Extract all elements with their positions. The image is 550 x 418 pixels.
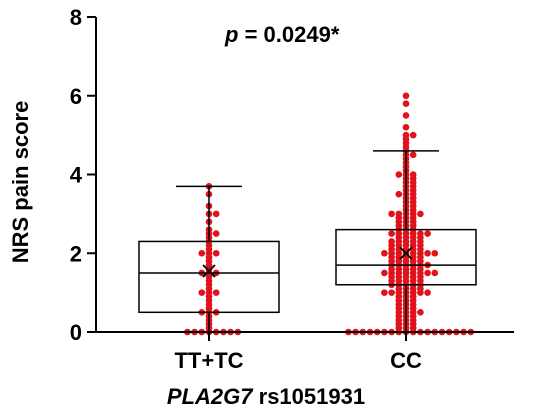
data-point	[402, 112, 410, 119]
data-point	[381, 269, 388, 277]
boxes-layer	[138, 150, 477, 333]
data-point	[431, 249, 439, 257]
data-point	[417, 210, 424, 218]
data-point	[388, 289, 395, 296]
data-point	[212, 230, 220, 237]
data-point	[417, 230, 424, 237]
data-point	[212, 289, 220, 296]
iqr-box	[335, 228, 477, 286]
data-point	[395, 210, 403, 218]
x-axis-label-snp: rs1051931	[253, 384, 366, 409]
data-point	[212, 249, 220, 257]
points-layer	[184, 92, 475, 336]
data-point	[198, 289, 206, 296]
ticks-layer: 0 2 4 6 8 TT+TC CC	[70, 5, 422, 373]
data-point	[402, 92, 410, 100]
x-category-label: CC	[390, 348, 422, 373]
data-point	[409, 171, 417, 178]
x-axis-label-gene: PLA2G7	[167, 384, 254, 409]
data-point	[388, 238, 395, 245]
p-value-text: = 0.0249*	[238, 22, 339, 47]
data-point	[388, 230, 395, 237]
mean-marker	[399, 246, 413, 260]
data-point	[212, 210, 220, 218]
data-point	[381, 249, 388, 257]
mean-marker	[202, 264, 216, 278]
y-tick-label: 8	[70, 5, 82, 30]
p-value-symbol: p	[224, 22, 238, 47]
data-point	[431, 269, 439, 277]
y-axis-label: NRS pain score	[8, 101, 33, 264]
p-value-annotation: p = 0.0249*	[224, 22, 340, 47]
data-point	[381, 289, 388, 296]
data-point	[198, 249, 206, 257]
data-point	[417, 309, 424, 316]
data-point	[388, 210, 395, 218]
data-point	[402, 123, 410, 131]
data-point	[409, 131, 417, 139]
data-point	[424, 289, 431, 296]
y-tick-label: 2	[70, 241, 82, 266]
data-point	[395, 171, 403, 178]
data-point	[424, 249, 431, 257]
x-axis-label: PLA2G7 rs1051931	[167, 384, 365, 409]
data-point	[409, 151, 417, 159]
x-category-label: TT+TC	[174, 348, 243, 373]
y-tick-label: 4	[70, 163, 83, 188]
y-tick-label: 6	[70, 84, 82, 109]
data-point	[402, 100, 410, 107]
data-point	[395, 190, 403, 198]
data-point	[424, 269, 431, 277]
y-tick-label: 0	[70, 320, 82, 345]
data-point	[402, 131, 410, 139]
data-point	[424, 230, 431, 237]
iqr-box	[138, 240, 280, 314]
